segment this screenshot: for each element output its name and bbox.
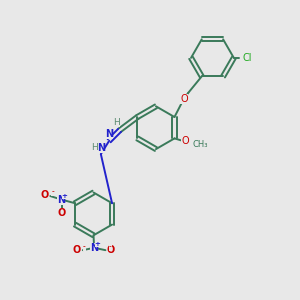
Text: N: N (90, 243, 98, 253)
Text: N: N (105, 129, 113, 139)
Text: -: - (83, 242, 86, 251)
Text: -: - (51, 188, 54, 196)
Text: O: O (180, 94, 188, 104)
Text: N: N (97, 142, 105, 153)
Text: +: + (95, 241, 100, 247)
Text: O: O (40, 190, 49, 200)
Text: N: N (57, 195, 65, 205)
Text: Cl: Cl (242, 53, 252, 63)
Text: O: O (72, 245, 80, 255)
Text: O: O (58, 208, 66, 218)
Text: +: + (62, 193, 68, 199)
Text: H: H (113, 118, 120, 127)
Text: CH₃: CH₃ (192, 140, 208, 149)
Text: O: O (107, 245, 115, 255)
Text: O: O (181, 136, 189, 146)
Text: H: H (91, 143, 98, 152)
Text: -: - (109, 242, 112, 251)
